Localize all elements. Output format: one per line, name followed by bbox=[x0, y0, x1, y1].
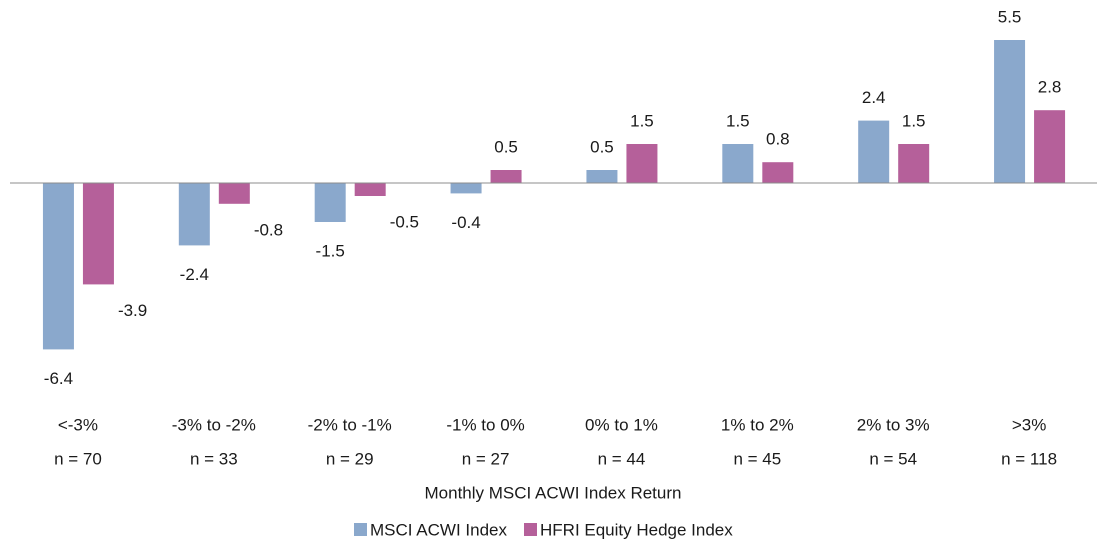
x-tick-sublabel: n = 70 bbox=[54, 449, 102, 468]
bar bbox=[82, 183, 114, 285]
x-tick-label: 1% to 2% bbox=[721, 415, 794, 434]
x-tick-sublabel: n = 29 bbox=[326, 449, 374, 468]
x-tick-label: <-3% bbox=[58, 415, 98, 434]
bar bbox=[354, 183, 386, 196]
x-tick-sublabel: n = 45 bbox=[733, 449, 781, 468]
data-label: 1.5 bbox=[902, 111, 926, 130]
data-label: -0.5 bbox=[390, 212, 419, 231]
data-label: -0.4 bbox=[451, 213, 480, 232]
bar bbox=[858, 120, 890, 183]
data-label: 0.8 bbox=[766, 130, 790, 149]
bar bbox=[762, 162, 794, 183]
legend-label: MSCI ACWI Index bbox=[370, 520, 507, 539]
x-tick-sublabel: n = 27 bbox=[462, 449, 510, 468]
data-label: -1.5 bbox=[316, 241, 345, 260]
bar bbox=[178, 183, 210, 246]
x-tick-label: >3% bbox=[1012, 415, 1047, 434]
x-tick-label: -2% to -1% bbox=[308, 415, 392, 434]
bar bbox=[722, 144, 754, 183]
bar bbox=[994, 40, 1026, 183]
data-label: -0.8 bbox=[254, 220, 283, 239]
data-label: -6.4 bbox=[44, 369, 73, 388]
data-label: 0.5 bbox=[590, 137, 614, 156]
data-label: -3.9 bbox=[118, 301, 147, 320]
data-label: -2.4 bbox=[180, 265, 209, 284]
legend-swatch bbox=[354, 523, 367, 536]
bar bbox=[1034, 110, 1066, 183]
bar bbox=[626, 144, 658, 183]
x-tick-label: 2% to 3% bbox=[857, 415, 930, 434]
bar bbox=[450, 183, 482, 194]
data-label: 5.5 bbox=[998, 7, 1022, 26]
data-label: 2.8 bbox=[1038, 78, 1062, 97]
legend-label: HFRI Equity Hedge Index bbox=[540, 520, 733, 539]
bar bbox=[42, 183, 74, 350]
bar bbox=[586, 170, 618, 183]
x-tick-sublabel: n = 54 bbox=[869, 449, 917, 468]
x-axis-title: Monthly MSCI ACWI Index Return bbox=[425, 483, 682, 502]
data-label: 0.5 bbox=[494, 137, 518, 156]
data-label: 1.5 bbox=[726, 111, 750, 130]
x-tick-label: 0% to 1% bbox=[585, 415, 658, 434]
x-tick-label: -3% to -2% bbox=[172, 415, 256, 434]
data-label: 2.4 bbox=[862, 88, 886, 107]
bar bbox=[218, 183, 250, 204]
legend-swatch bbox=[524, 523, 537, 536]
x-tick-sublabel: n = 33 bbox=[190, 449, 238, 468]
x-tick-sublabel: n = 44 bbox=[598, 449, 646, 468]
bar bbox=[898, 144, 930, 183]
x-tick-sublabel: n = 118 bbox=[1001, 449, 1057, 468]
x-tick-label: -1% to 0% bbox=[446, 415, 524, 434]
bar bbox=[314, 183, 346, 222]
bar bbox=[490, 170, 522, 183]
data-label: 1.5 bbox=[630, 111, 654, 130]
